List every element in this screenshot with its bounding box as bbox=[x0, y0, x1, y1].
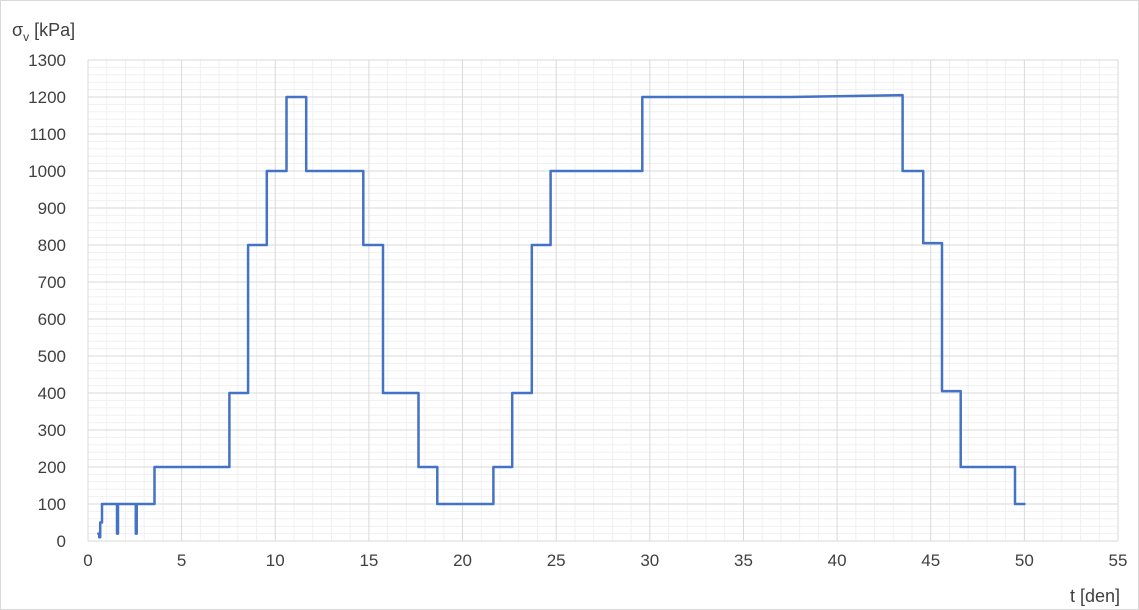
y-tick-label: 600 bbox=[38, 310, 66, 329]
y-tick-label: 1000 bbox=[28, 162, 66, 181]
y-tick-label: 300 bbox=[38, 421, 66, 440]
x-tick-label: 55 bbox=[1109, 551, 1128, 570]
y-tick-label: 1300 bbox=[28, 51, 66, 70]
x-tick-label: 0 bbox=[83, 551, 92, 570]
y-tick-label: 900 bbox=[38, 199, 66, 218]
y-tick-label: 1200 bbox=[28, 88, 66, 107]
y-tick-label: 0 bbox=[57, 532, 66, 551]
x-tick-label: 30 bbox=[640, 551, 659, 570]
minor-gridlines bbox=[88, 60, 1118, 541]
y-axis-symbol: σ bbox=[12, 20, 23, 40]
x-tick-label: 45 bbox=[921, 551, 940, 570]
y-tick-label: 700 bbox=[38, 273, 66, 292]
x-tick-label: 5 bbox=[177, 551, 186, 570]
x-tick-label: 35 bbox=[734, 551, 753, 570]
x-tick-label: 25 bbox=[547, 551, 566, 570]
series-layer bbox=[97, 93, 1026, 539]
y-axis-subscript: v bbox=[23, 30, 29, 44]
y-tick-label: 500 bbox=[38, 347, 66, 366]
y-tick-labels: 0 100 200 300 400 500 600 700 800 900 1000 1100 1200… bbox=[28, 51, 66, 551]
y-axis-unit: [kPa] bbox=[29, 20, 75, 40]
x-axis-title: t [den] bbox=[1070, 586, 1120, 606]
major-gridlines bbox=[87, 59, 1119, 542]
x-tick-label: 20 bbox=[453, 551, 472, 570]
y-tick-label: 100 bbox=[38, 495, 66, 514]
x-tick-label: 40 bbox=[828, 551, 847, 570]
x-tick-labels: 0 5 10 15 20 25 30 35 40 45 50 55 bbox=[83, 551, 1127, 570]
x-tick-label: 15 bbox=[359, 551, 378, 570]
y-tick-label: 800 bbox=[38, 236, 66, 255]
x-tick-label: 50 bbox=[1015, 551, 1034, 570]
x-tick-label: 10 bbox=[266, 551, 285, 570]
y-tick-label: 400 bbox=[38, 384, 66, 403]
series-line-1 bbox=[97, 93, 1026, 539]
y-tick-label: 1100 bbox=[29, 125, 66, 144]
y-tick-label: 200 bbox=[38, 458, 66, 477]
y-axis-title: σv [kPa] bbox=[12, 20, 75, 44]
